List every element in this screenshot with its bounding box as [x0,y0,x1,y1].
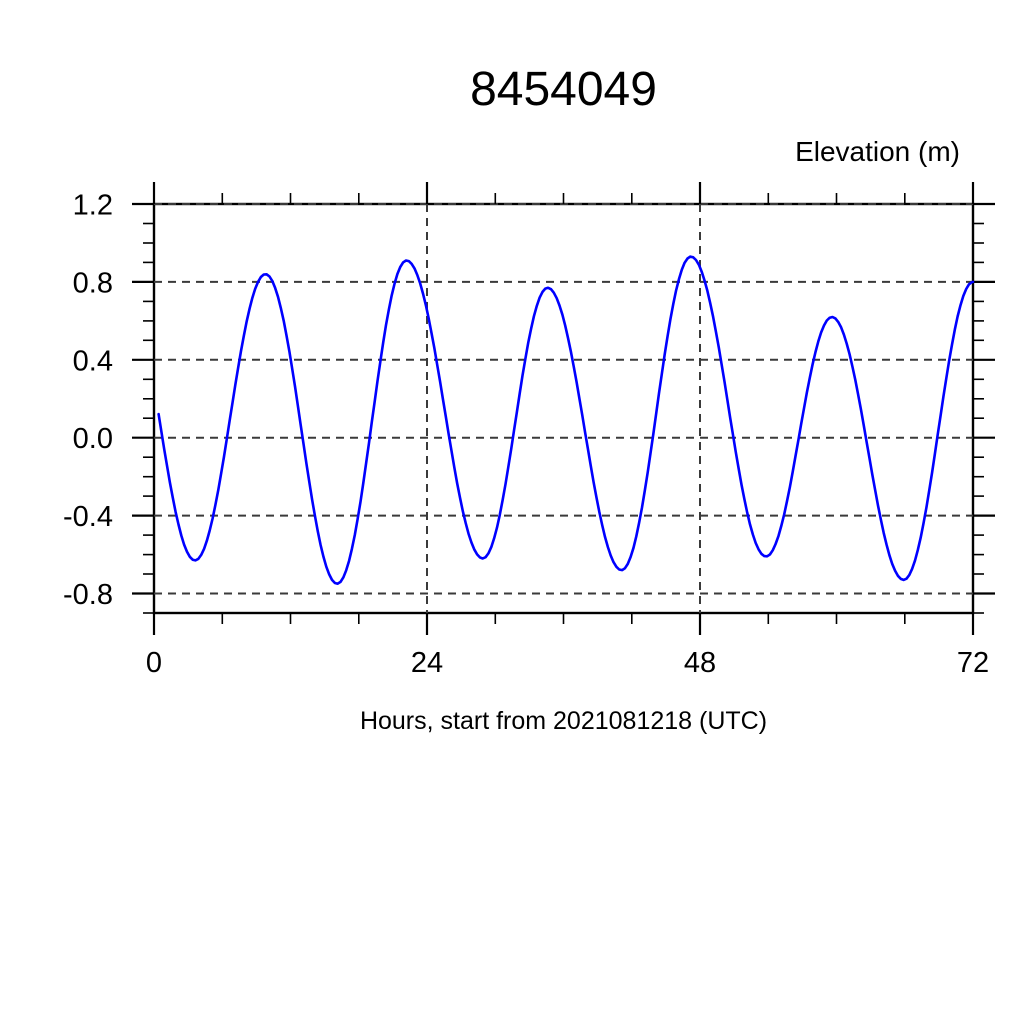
y-tick-label: 0.0 [73,423,113,455]
chart-title: 8454049 [470,63,657,116]
elevation-axis-label: Elevation (m) [795,136,960,167]
tide-curve [157,255,975,585]
x-tick-label: 72 [957,647,989,679]
y-tick-label: 1.2 [73,190,113,222]
y-tick-label: -0.8 [63,579,113,611]
x-tick-label: 24 [411,647,443,679]
x-tick-label: 48 [684,647,716,679]
x-axis-label: Hours, start from 2021081218 (UTC) [359,707,768,735]
x-tick-label: 0 [146,647,162,679]
plot-frame [152,202,975,615]
y-tick-label: 0.8 [73,267,113,299]
y-tick-label: -0.4 [63,501,113,533]
y-tick-label: 0.4 [73,345,113,377]
